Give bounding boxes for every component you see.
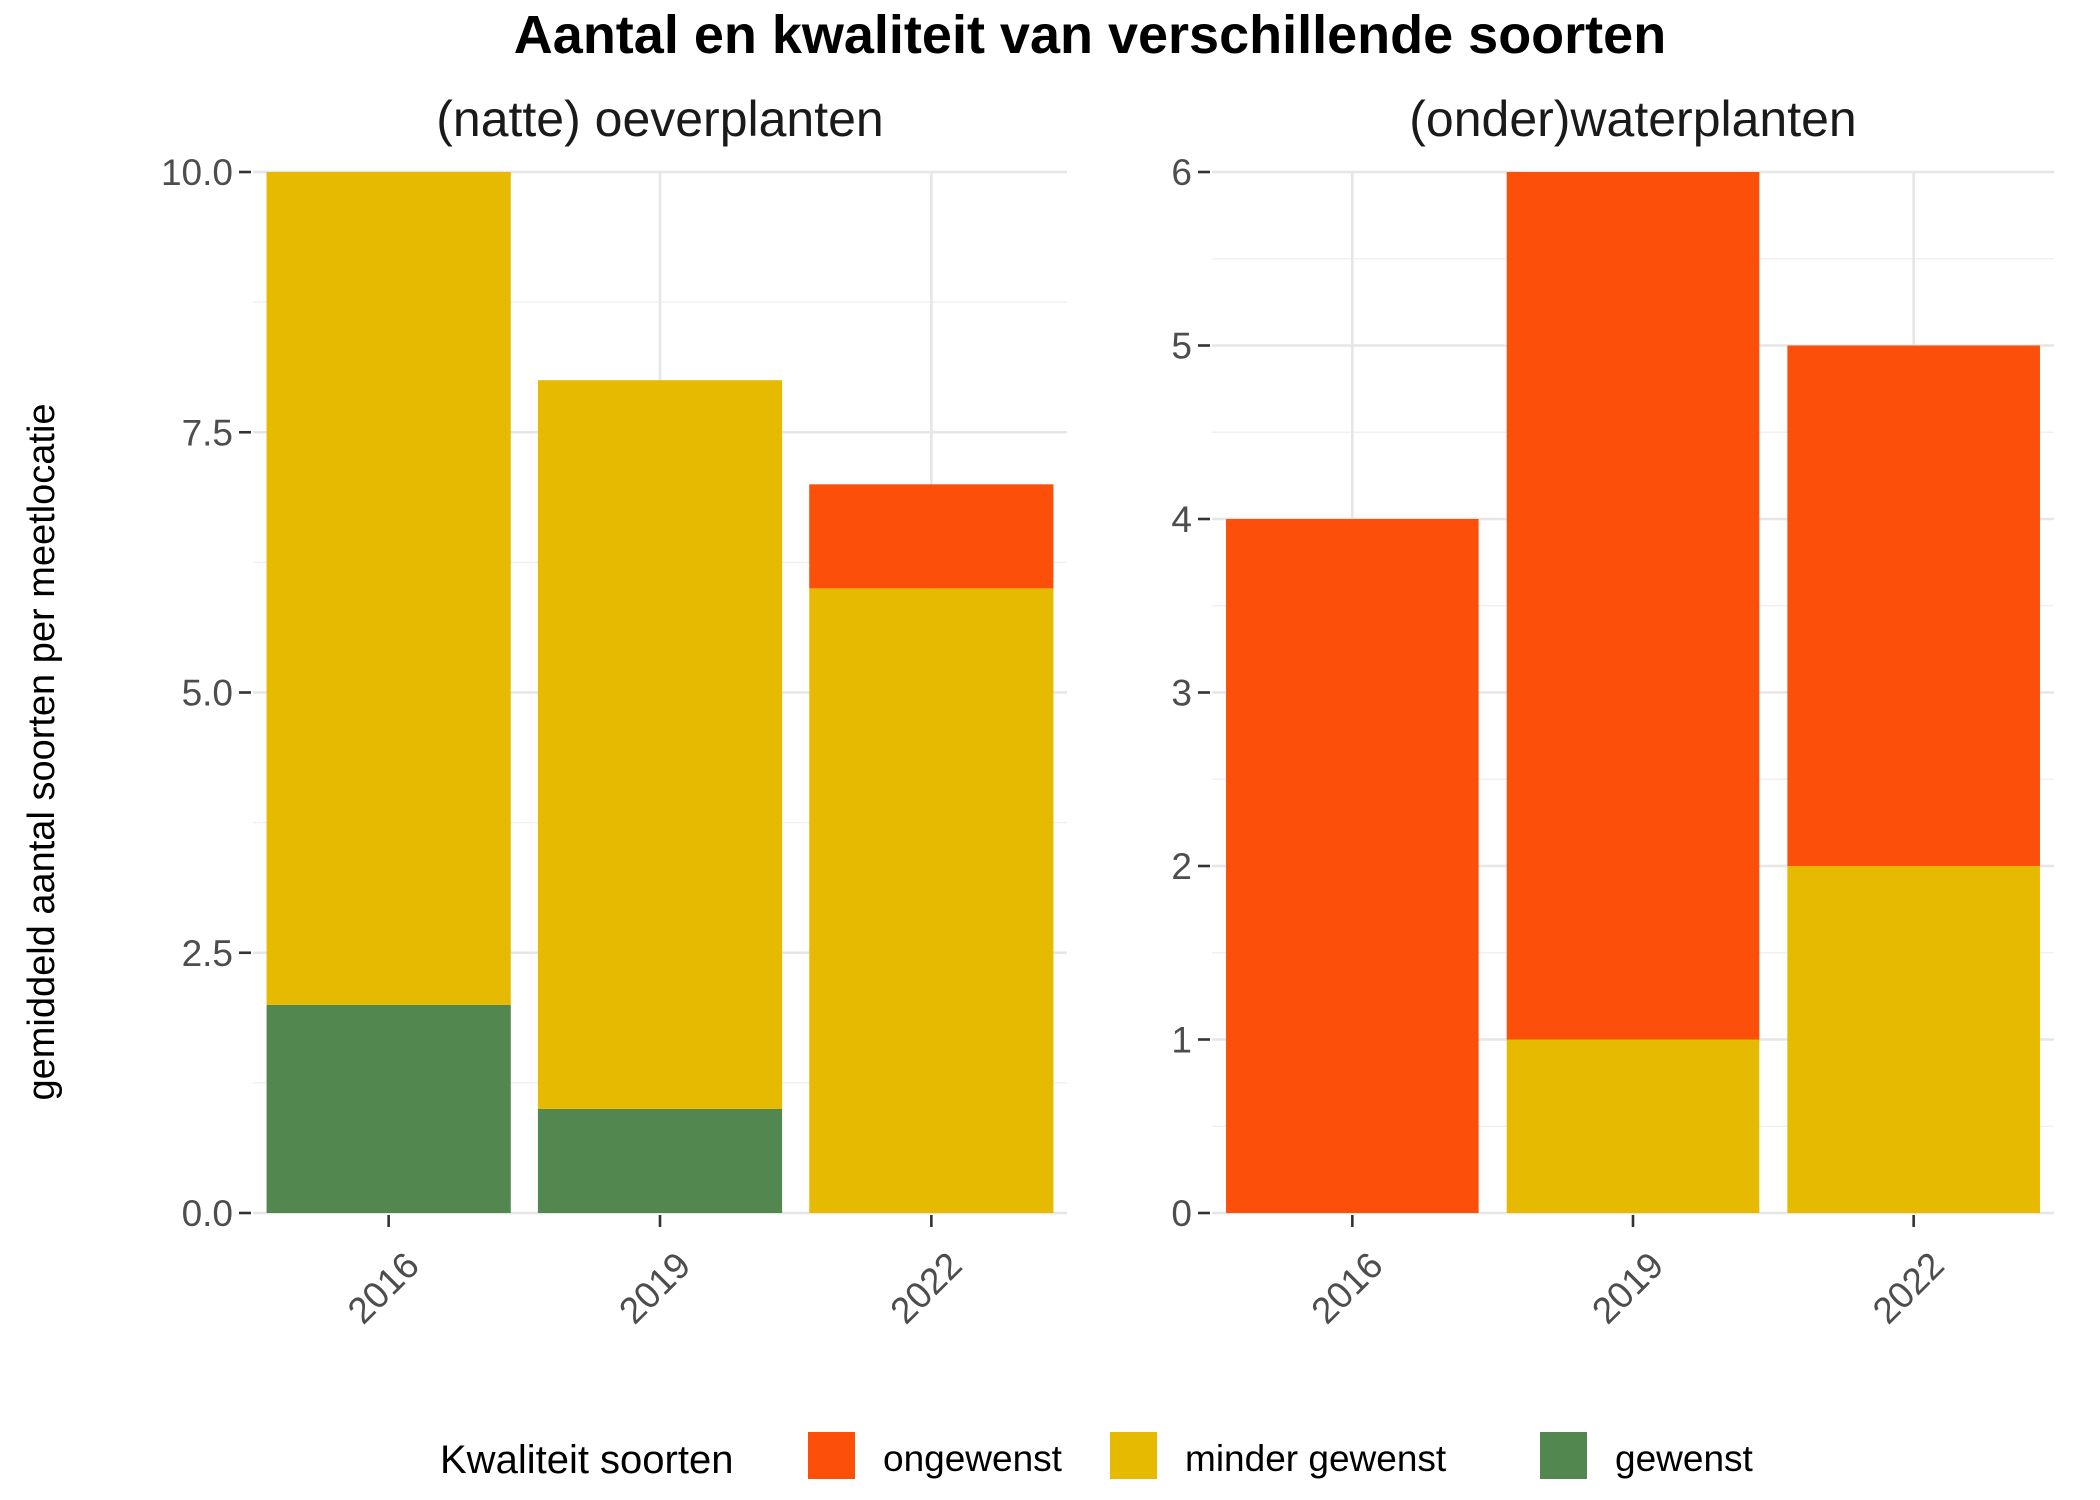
- panel-1: 0.0 2.5 5.0 7.5 10.0 2016 2019 2022 (natte) oeve…: [161, 91, 1067, 1332]
- legend-label: minder gewenst: [1185, 1438, 1447, 1479]
- y-tick-label: 7.5: [182, 412, 233, 453]
- panel-2: 0 1 2 3 4 5 6 2016 2019 2022 (onder)waterplanten: [1171, 91, 2054, 1332]
- x-tick-label: 2016: [1303, 1244, 1390, 1331]
- x-tick-label: 2016: [340, 1244, 427, 1331]
- x-tick-label: 2022: [1865, 1244, 1952, 1331]
- x-tick-label: 2019: [611, 1244, 698, 1331]
- bar-2019-ongewenst: [1506, 172, 1760, 1040]
- bar-2019-minder-gewenst: [1506, 1039, 1760, 1213]
- legend-title: Kwaliteit soorten: [440, 1438, 733, 1482]
- legend-key-gewenst: [1540, 1432, 1587, 1479]
- y-tick-label: 2.5: [182, 933, 233, 974]
- legend-key-ongewenst: [808, 1432, 855, 1479]
- bar-2019-minder-gewenst: [537, 380, 783, 1109]
- bar-2016-ongewenst: [1226, 519, 1479, 1213]
- bar-2019-gewenst: [537, 1108, 783, 1213]
- bar-2022-minder-gewenst: [1787, 866, 2040, 1213]
- legend-key-minder-gewenst: [1110, 1432, 1157, 1479]
- y-tick-label: 2: [1171, 846, 1192, 887]
- bar-2016-gewenst: [266, 1004, 511, 1213]
- y-tick-label: 0.0: [182, 1193, 233, 1234]
- x-tick-label: 2022: [882, 1244, 969, 1331]
- y-tick-label: 4: [1171, 499, 1192, 540]
- y-tick-label: 0: [1171, 1193, 1192, 1234]
- y-tick-label: 3: [1171, 673, 1192, 714]
- facet-title: (natte) oeverplanten: [436, 91, 884, 147]
- bar-2022-ongewenst: [809, 484, 1054, 589]
- facet-title: (onder)waterplanten: [1409, 91, 1857, 147]
- legend-label: gewenst: [1615, 1438, 1754, 1479]
- y-tick-label: 5: [1171, 326, 1192, 367]
- legend-label: ongewenst: [883, 1438, 1063, 1479]
- bar-2022-ongewenst: [1787, 345, 2040, 866]
- y-tick-label: 5.0: [182, 673, 233, 714]
- y-axis-label: gemiddeld aantal soorten per meetlocatie: [21, 403, 63, 1100]
- y-tick-label: 6: [1171, 152, 1192, 193]
- x-tick-label: 2019: [1584, 1244, 1671, 1331]
- y-tick-label: 1: [1171, 1020, 1192, 1061]
- bar-2016-minder-gewenst: [266, 172, 511, 1005]
- bar-2022-minder-gewenst: [809, 588, 1054, 1213]
- y-tick-label: 10.0: [161, 152, 233, 193]
- chart-title: Aantal en kwaliteit van verschillende so…: [514, 5, 1666, 65]
- legend: Kwaliteit soorten ongewenst minder gewens…: [440, 1432, 1754, 1482]
